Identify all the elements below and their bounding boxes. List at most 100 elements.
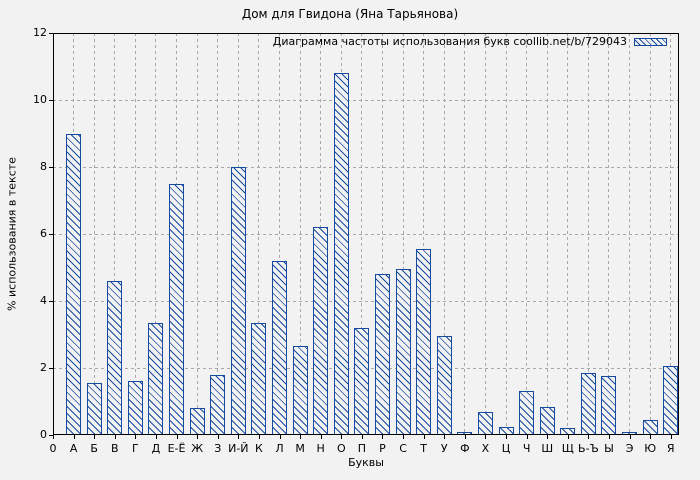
x-tick-label: 0	[49, 442, 57, 455]
v-gridline	[608, 33, 610, 435]
x-tick	[258, 435, 260, 439]
x-tick-label: Т	[420, 442, 428, 455]
bar-Ж	[189, 408, 205, 435]
x-tick-label: Д	[151, 442, 161, 455]
bar-Ч	[519, 391, 535, 435]
v-gridline	[443, 33, 445, 435]
y-tick	[49, 300, 53, 302]
x-tick	[485, 435, 487, 439]
v-gridline	[629, 33, 631, 435]
bar-Ы	[601, 376, 617, 435]
h-gridline	[53, 233, 679, 235]
x-tick	[320, 435, 322, 439]
bar-З	[210, 374, 226, 435]
v-gridline	[670, 33, 672, 435]
x-tick	[629, 435, 631, 439]
v-gridline	[114, 33, 116, 435]
x-tick	[608, 435, 610, 439]
bar-Б	[86, 383, 102, 435]
bar-Е-Ё	[169, 183, 185, 435]
x-tick-label: И-Й	[228, 442, 249, 455]
bar-Г	[127, 381, 143, 435]
bar-А	[66, 133, 82, 435]
x-tick	[526, 435, 528, 439]
bar-Х	[477, 411, 493, 435]
y-tick	[49, 434, 53, 436]
x-tick-label: Э	[625, 442, 634, 455]
x-tick-label: Е-Ё	[167, 442, 186, 455]
v-gridline	[93, 33, 95, 435]
v-gridline	[196, 33, 198, 435]
x-tick	[94, 435, 96, 439]
y-tick	[49, 99, 53, 101]
v-gridline	[423, 33, 425, 435]
bar-Ш	[539, 406, 555, 435]
x-tick-label: Ж	[191, 442, 204, 455]
legend-swatch-icon	[634, 37, 667, 46]
v-gridline	[464, 33, 466, 435]
bar-К	[251, 322, 267, 435]
bar-Ц	[498, 426, 514, 435]
v-gridline	[217, 33, 219, 435]
bar-Д	[148, 322, 164, 435]
x-tick	[588, 435, 590, 439]
bar-Н	[313, 227, 329, 435]
x-tick-label: В	[110, 442, 119, 455]
bar-Щ	[560, 428, 576, 435]
v-gridline	[402, 33, 404, 435]
x-tick	[650, 435, 652, 439]
h-gridline	[53, 300, 679, 302]
v-gridline	[484, 33, 486, 435]
x-tick	[279, 435, 281, 439]
x-tick-label: У	[440, 442, 448, 455]
v-gridline	[279, 33, 280, 435]
x-tick-label: Х	[481, 442, 490, 455]
bar-П	[354, 327, 370, 435]
bar-И-Й	[230, 167, 246, 435]
v-gridline	[258, 33, 260, 435]
v-gridline	[134, 33, 136, 435]
x-tick-label: Г	[132, 442, 139, 455]
y-tick-label: 6	[40, 227, 47, 240]
v-gridline	[155, 33, 157, 435]
x-tick-label: Ц	[501, 442, 511, 455]
bar-Т	[416, 249, 432, 435]
x-tick-label: Б	[90, 442, 98, 455]
y-tick-label: 2	[40, 361, 47, 374]
x-tick-label: З	[214, 442, 222, 455]
y-tick	[49, 233, 53, 235]
v-gridline	[381, 33, 383, 435]
y-tick	[49, 367, 53, 369]
bar-В	[107, 280, 123, 435]
v-gridline	[649, 33, 651, 435]
x-tick-label: Ь-Ъ	[578, 442, 599, 455]
v-gridline	[299, 33, 301, 435]
x-tick	[567, 435, 569, 439]
bar-М	[292, 346, 308, 435]
x-tick	[155, 435, 157, 439]
x-tick-label: С	[399, 442, 407, 455]
x-tick-label: Я	[666, 442, 675, 455]
x-tick	[506, 435, 508, 439]
x-tick	[341, 435, 343, 439]
v-gridline	[546, 33, 548, 435]
bar-У	[436, 336, 452, 435]
x-tick-label: А	[69, 442, 78, 455]
x-tick	[361, 435, 363, 439]
y-tick-label: 0	[40, 428, 47, 441]
y-tick-label: 4	[40, 294, 47, 307]
x-axis-label: Буквы	[348, 456, 384, 469]
x-tick	[217, 435, 219, 439]
x-tick-label: Н	[316, 442, 325, 455]
bar-Ь-Ъ	[580, 373, 596, 435]
v-gridline	[567, 33, 569, 435]
x-tick-label: Ч	[522, 442, 531, 455]
x-tick-label: Ю	[644, 442, 657, 455]
x-tick	[444, 435, 446, 439]
legend-label: Диаграмма частоты использования букв coo…	[272, 35, 627, 48]
y-tick	[49, 166, 53, 168]
bar-Ю	[642, 419, 658, 435]
x-tick	[423, 435, 425, 439]
x-tick	[403, 435, 405, 439]
